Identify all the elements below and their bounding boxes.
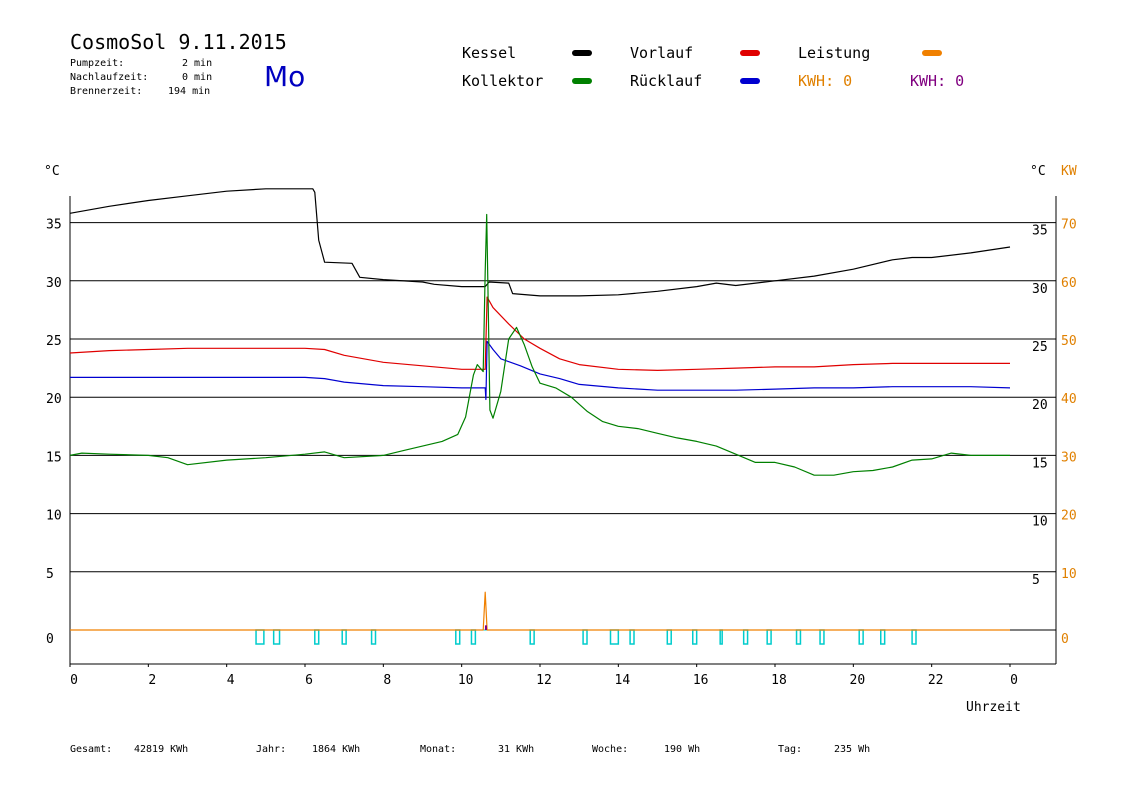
pump-interval <box>341 629 347 645</box>
y-tick-label: 20 <box>46 392 62 407</box>
legend-leistung-label: Leistung <box>798 44 871 62</box>
burner-time-label: Brennerzeit: <box>70 86 143 97</box>
y-tick-label: 35 <box>46 218 62 233</box>
x-axis-label: Uhrzeit <box>966 700 1021 715</box>
pump-interval <box>719 629 723 645</box>
y-tick-label: 5 <box>46 567 54 582</box>
x-tick-label: 10 <box>458 673 474 688</box>
x-tick-label: 4 <box>227 673 235 688</box>
series-kessel-line <box>69 188 1011 297</box>
legend-ruecklauf-swatch <box>740 78 760 84</box>
footer-monat-label: Monat: <box>420 744 457 755</box>
footer-monat-value: 31 KWh <box>498 744 535 755</box>
pump-interval <box>255 629 265 645</box>
pump-interval <box>582 629 588 645</box>
x-tick-label: 22 <box>928 673 944 688</box>
pump-interval <box>470 629 477 645</box>
footer-jahr-label: Jahr: <box>256 744 287 755</box>
pump-interval <box>629 629 635 645</box>
pump-interval <box>858 629 864 645</box>
legend-kessel-swatch <box>572 50 592 56</box>
kw-tick-label: 70 <box>1061 218 1077 233</box>
kw-tick-label: 10 <box>1061 567 1077 582</box>
footer-tag-value: 235 Wh <box>834 744 871 755</box>
left-axis-unit: °C <box>44 164 60 179</box>
x-tick-label: 18 <box>771 673 787 688</box>
x-tick-label: 0 <box>1010 673 1018 688</box>
footer-gesamt-label: Gesamt: <box>70 744 113 755</box>
legend-ruecklauf-label: Rücklauf <box>630 72 703 90</box>
x-tick-label: 14 <box>615 673 631 688</box>
legend-vorlauf-label: Vorlauf <box>630 44 694 62</box>
y-right-tick-label: 15 <box>1032 456 1048 471</box>
legend-vorlauf-swatch <box>740 50 760 56</box>
pump-interval <box>529 629 535 645</box>
legend-kollektor-swatch <box>572 78 592 84</box>
x-tick-label: 8 <box>383 673 391 688</box>
series-vorlauf-line <box>69 296 1010 371</box>
burner-time-value: 194 min <box>168 86 211 97</box>
footer-woche-label: Woche: <box>592 744 629 755</box>
legend-kessel-label: Kessel <box>462 44 517 62</box>
y-right-tick-label: 35 <box>1032 224 1048 239</box>
y-tick-label: 30 <box>46 276 62 291</box>
pump-interval <box>692 629 698 645</box>
y-right-tick-label: 10 <box>1032 515 1048 530</box>
x-tick-label: 20 <box>850 673 866 688</box>
pump-time-value: 2 min <box>182 58 213 69</box>
y-tick-label: 25 <box>46 334 62 349</box>
pump-interval <box>795 629 802 645</box>
pump-interval <box>370 629 377 645</box>
footer-tag-label: Tag: <box>778 744 803 755</box>
pump-interval <box>666 629 672 645</box>
pump-interval <box>609 629 620 645</box>
series-rcklauf-line <box>70 340 1011 401</box>
x-tick-label: 2 <box>148 673 156 688</box>
kw-tick-label: 20 <box>1061 509 1077 524</box>
weekday-label: Mo <box>264 60 306 93</box>
y-tick-label: 0 <box>46 632 54 647</box>
legend-kollektor-label: Kollektor <box>462 72 544 90</box>
pump-interval <box>314 629 320 645</box>
kw-tick-label: 60 <box>1061 276 1077 291</box>
kw-tick-label: 40 <box>1061 392 1077 407</box>
pump-interval <box>911 629 917 645</box>
pump-interval <box>272 629 281 645</box>
series-leistung-line <box>70 591 1010 631</box>
footer-gesamt-value: 42819 KWh <box>134 744 189 755</box>
kw-tick-label: 50 <box>1061 334 1077 349</box>
y-right-tick-label: 5 <box>1032 573 1040 588</box>
x-tick-label: 16 <box>693 673 709 688</box>
pump-interval <box>880 629 886 645</box>
afterrun-time-label: Nachlaufzeit: <box>70 72 149 83</box>
legend-leistung-swatch <box>922 50 942 56</box>
right-axis-unit: °C <box>1030 164 1046 179</box>
pump-interval <box>766 629 772 645</box>
y-right-tick-label: 25 <box>1032 340 1048 355</box>
pump-interval <box>819 629 825 645</box>
series-kollektor-line <box>69 213 1010 476</box>
afterrun-time-value: 0 min <box>182 72 213 83</box>
footer-woche-value: 190 Wh <box>664 744 701 755</box>
x-tick-label: 0 <box>70 673 78 688</box>
pump-interval <box>455 629 461 645</box>
y-tick-label: 10 <box>46 509 62 524</box>
kw-axis-unit: KW <box>1061 164 1077 179</box>
pump-time-label: Pumpzeit: <box>70 58 125 69</box>
y-right-tick-label: 20 <box>1032 398 1048 413</box>
kw-tick-label: 30 <box>1061 450 1077 465</box>
x-tick-label: 6 <box>305 673 313 688</box>
x-tick-label: 12 <box>536 673 552 688</box>
pump-interval <box>742 629 749 645</box>
kw-tick-label: 0 <box>1061 632 1069 647</box>
footer-jahr-value: 1864 KWh <box>312 744 361 755</box>
legend-kwh-purple: KWH: 0 <box>910 72 965 90</box>
y-right-tick-label: 30 <box>1032 282 1048 297</box>
legend-kwh-orange: KWH: 0 <box>798 72 853 90</box>
y-tick-label: 15 <box>46 450 62 465</box>
chart-title: CosmoSol 9.11.2015 <box>70 30 287 54</box>
